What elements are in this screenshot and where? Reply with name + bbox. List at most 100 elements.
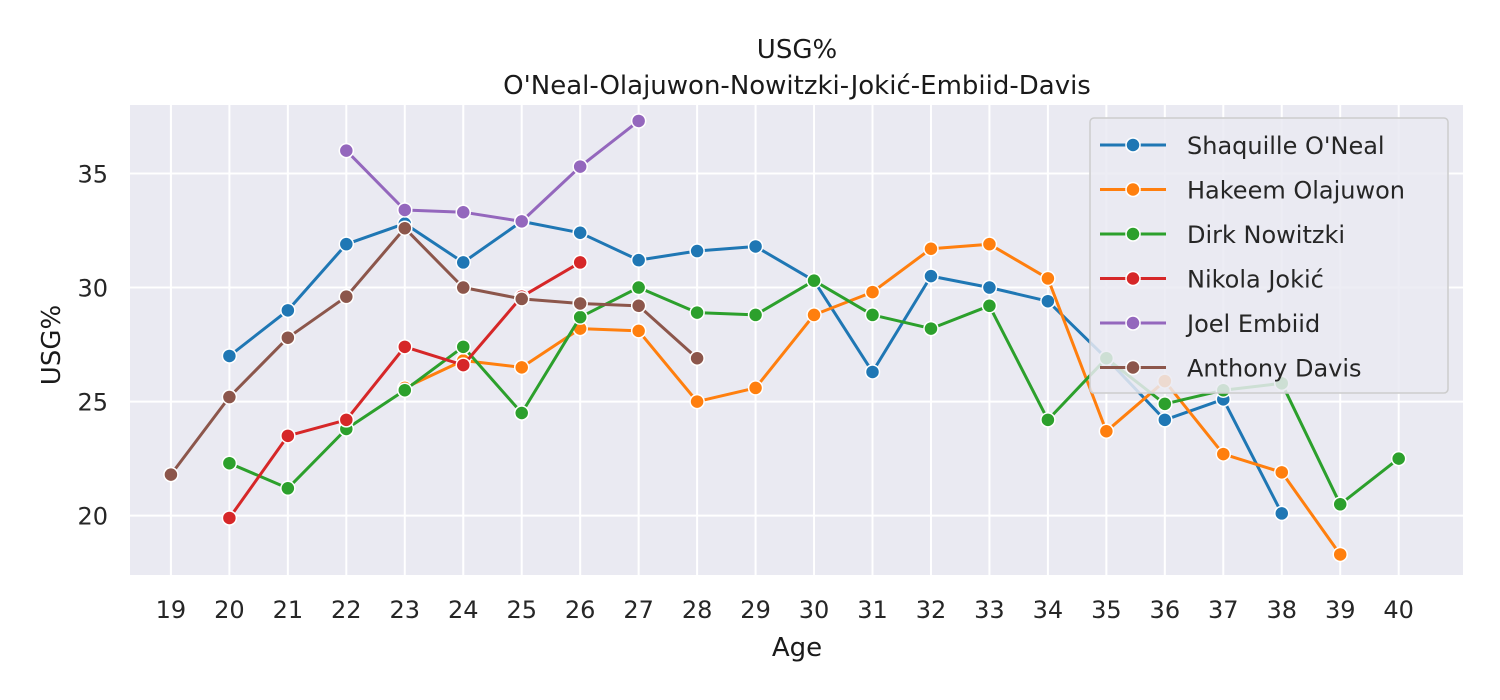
data-point [455, 279, 471, 296]
x-tick-label: 23 [390, 596, 421, 624]
data-point [630, 323, 647, 339]
data-point [338, 288, 355, 305]
y-tick-label: 30 [77, 275, 108, 303]
data-point [163, 466, 179, 483]
data-point [513, 359, 530, 376]
legend-entry: Anthony Davis [1100, 355, 1362, 383]
data-point [397, 382, 413, 398]
x-tick-label: 34 [1033, 596, 1064, 624]
x-axis-label: Age [772, 633, 822, 663]
x-tick-label: 40 [1383, 596, 1414, 624]
series-line [345, 119, 640, 223]
legend-label: Hakeem Olajuwon [1187, 177, 1405, 205]
data-point [280, 329, 296, 346]
y-tick-labels: 20 25 30 35 [77, 160, 108, 530]
data-point [280, 480, 296, 497]
data-point [1274, 505, 1290, 522]
data-point [397, 339, 413, 355]
legend-label: Shaquille O'Neal [1187, 132, 1385, 160]
legend: Shaquille O'Neal Hakeem Olajuwon Dirk Nowi… [1089, 117, 1449, 394]
data-point [747, 238, 764, 255]
data-point [221, 348, 238, 364]
x-tick-label: 36 [1150, 596, 1181, 624]
legend-label: Joel Embiid [1185, 310, 1320, 338]
y-tick-label: 20 [77, 503, 108, 531]
x-tick-label: 25 [506, 596, 537, 624]
legend-marker [1125, 270, 1141, 287]
y-tick-label: 25 [77, 389, 108, 417]
x-tick-label: 28 [682, 596, 713, 624]
data-point [572, 158, 588, 175]
legend-marker [1125, 137, 1141, 153]
data-point [923, 268, 939, 284]
x-tick-label: 32 [916, 596, 947, 624]
x-tick-label: 24 [448, 596, 479, 624]
series-line [169, 226, 699, 476]
data-point [864, 364, 881, 380]
data-point [280, 302, 296, 319]
legend-marker [1125, 359, 1141, 376]
data-point [864, 284, 881, 300]
legend-items: Shaquille O'Neal Hakeem Olajuwon Dirk Nowi… [1100, 132, 1405, 383]
data-point [455, 339, 471, 355]
data-point [630, 252, 647, 268]
data-point [572, 309, 588, 325]
data-point [280, 428, 296, 444]
data-point [221, 510, 238, 526]
data-point [630, 279, 647, 296]
x-tick-label: 33 [974, 596, 1005, 624]
legend-marker [1125, 226, 1141, 242]
data-point [747, 307, 764, 323]
x-tick-label: 20 [214, 596, 245, 624]
legend-marker [1125, 181, 1141, 198]
data-point [513, 291, 530, 307]
x-tick-label: 26 [565, 596, 596, 624]
legend-marker [1125, 315, 1141, 331]
data-point [455, 204, 471, 220]
legend-label: Dirk Nowitzki [1187, 221, 1345, 249]
x-tick-label: 31 [857, 596, 888, 624]
x-tick-label: 30 [799, 596, 830, 624]
data-point [572, 254, 588, 271]
data-point [1332, 496, 1348, 513]
data-point [806, 272, 822, 289]
chart-title: USG% [757, 35, 837, 65]
data-point [455, 254, 471, 271]
data-point [747, 380, 764, 396]
x-tick-label: 38 [1266, 596, 1297, 624]
x-tick-labels: 19 20 21 22 23 24 25 26 27 28 29 30 31 32 33 34 35 36 37 38… [156, 596, 1414, 624]
x-tick-label: 39 [1325, 596, 1356, 624]
data-point [981, 236, 998, 252]
data-point [572, 225, 588, 241]
data-point [630, 298, 647, 314]
x-tick-label: 21 [273, 596, 304, 624]
data-point [923, 320, 939, 337]
data-point [513, 405, 530, 421]
data-point [513, 213, 530, 230]
data-point [1040, 293, 1056, 309]
y-axis-label: USG% [37, 305, 67, 385]
data-point [689, 350, 705, 367]
series-4 [338, 113, 647, 230]
legend-entry: Shaquille O'Neal [1100, 132, 1385, 160]
data-point [864, 307, 881, 323]
data-point [981, 279, 998, 296]
data-point [1157, 412, 1173, 428]
data-point [397, 220, 413, 236]
data-point [1332, 546, 1348, 563]
x-tick-label: 35 [1091, 596, 1122, 624]
series-1 [397, 236, 1348, 563]
data-point [923, 240, 939, 257]
y-tick-label: 35 [77, 160, 108, 188]
legend-entry: Nikola Jokić [1100, 266, 1324, 294]
data-point [630, 113, 647, 129]
x-tick-label: 29 [740, 596, 771, 624]
data-point [1274, 464, 1290, 481]
data-point [338, 412, 355, 428]
legend-entry: Joel Embiid [1100, 310, 1320, 338]
data-point [338, 236, 355, 252]
data-point [221, 455, 238, 471]
data-point [981, 298, 998, 314]
data-point [1098, 423, 1115, 440]
